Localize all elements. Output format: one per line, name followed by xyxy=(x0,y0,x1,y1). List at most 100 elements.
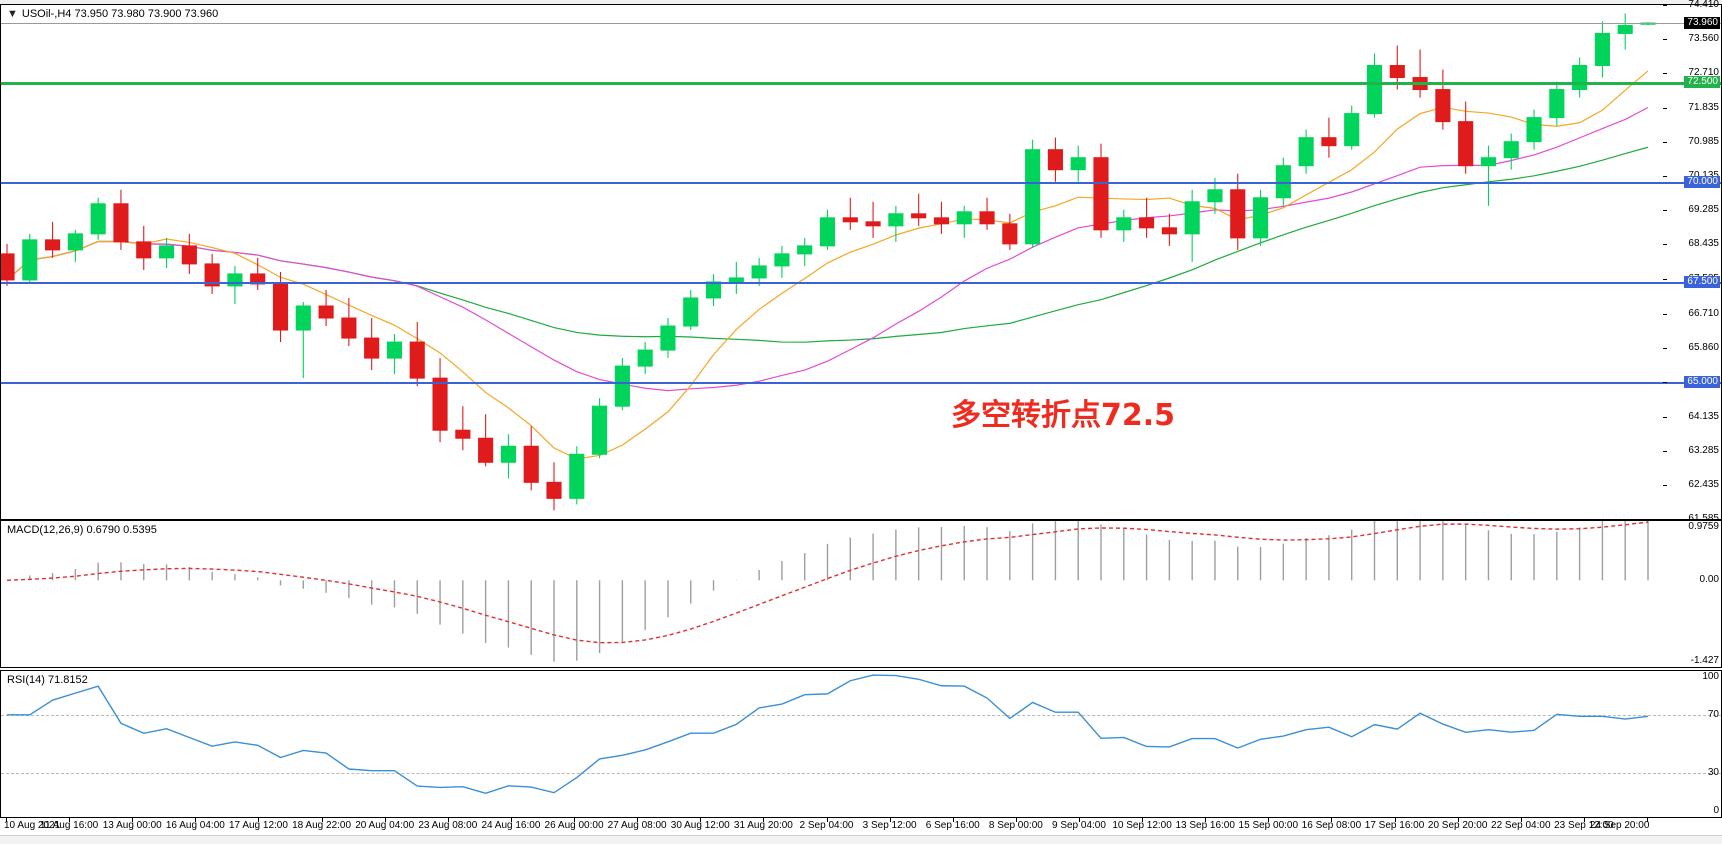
time-axis-label: 6 Sep 16:00 xyxy=(925,820,980,831)
window-bottom-bar xyxy=(0,835,1722,844)
price-tick-mark xyxy=(1663,313,1667,315)
time-axis-label: 16 Aug 04:00 xyxy=(165,820,225,831)
time-axis-label: 10 Sep 12:00 xyxy=(1112,820,1172,831)
time-axis-label: 30 Aug 12:00 xyxy=(670,820,730,831)
time-tick-mark xyxy=(258,818,260,822)
price-tick-label: 64.135 xyxy=(1688,410,1719,422)
price-level-badge[interactable]: 70.000 xyxy=(1684,175,1720,188)
time-axis-label: 23 Aug 08:00 xyxy=(418,820,478,831)
price-axis[interactable]: 74.41073.56072.71071.83570.98570.13569.2… xyxy=(1663,0,1721,524)
rsi-pane[interactable]: 100 70 30 0 RSI(14) 71.8152 xyxy=(0,670,1722,818)
price-tick-mark xyxy=(1663,278,1667,280)
time-tick-mark xyxy=(952,818,954,822)
time-axis-label: 20 Sep 20:00 xyxy=(1427,820,1488,831)
time-axis-label: 17 Sep 16:00 xyxy=(1364,820,1425,831)
price-tick-mark xyxy=(1663,5,1667,6)
time-axis-label: 13 Aug 00:00 xyxy=(102,820,162,831)
price-tick-mark xyxy=(1663,347,1667,349)
macd-label: MACD(12,26,9) 0.6790 0.5395 xyxy=(7,524,157,536)
time-tick-mark xyxy=(826,818,828,822)
price-level-line-70-000[interactable] xyxy=(1,181,1721,184)
chart-annotation: 多空转折点72.5 xyxy=(951,398,1176,433)
time-axis-label: 13 Sep 16:00 xyxy=(1175,820,1235,831)
price-level-badge[interactable]: 67.500 xyxy=(1684,275,1720,288)
time-tick-mark xyxy=(1078,818,1080,822)
price-tick-label: 62.435 xyxy=(1688,478,1719,490)
time-axis-label: 10 Aug 2021 xyxy=(4,820,61,831)
time-tick-mark xyxy=(700,818,702,822)
price-level-line-72-500[interactable] xyxy=(1,81,1721,85)
time-tick-mark xyxy=(384,818,386,822)
price-level-line-65-000[interactable] xyxy=(1,382,1721,385)
price-tick-mark xyxy=(1663,142,1667,144)
rsi-level-line-70 xyxy=(1,714,1721,716)
time-axis-label: 3 Sep 12:00 xyxy=(862,820,917,831)
symbol-header-text: USOil-,H4 73.950 73.980 73.900 73.960 xyxy=(21,8,219,20)
price-tick-label: 73.560 xyxy=(1688,33,1719,45)
time-axis-label: 24 Sep 20:00 xyxy=(1589,820,1650,831)
time-axis-label: 15 Sep 00:00 xyxy=(1238,820,1299,831)
rsi-tick-label: 30 xyxy=(1707,767,1719,779)
time-tick-mark xyxy=(1583,818,1585,822)
price-tick-label: 72.710 xyxy=(1688,67,1719,79)
time-tick-mark xyxy=(1268,818,1270,822)
price-level-badge[interactable]: 65.000 xyxy=(1684,376,1720,389)
time-axis-label: 31 Aug 20:00 xyxy=(733,820,793,831)
price-tick-label: 68.435 xyxy=(1688,238,1719,250)
rsi-tick-label: 0 xyxy=(1713,805,1719,816)
time-tick-mark xyxy=(574,818,576,822)
price-tick-label: 61.585 xyxy=(1688,513,1719,524)
price-pane[interactable]: 74.41073.56072.71071.83570.98570.13569.2… xyxy=(0,0,1722,524)
price-tick-mark xyxy=(1663,210,1667,212)
rsi-plot-area[interactable] xyxy=(1,671,1721,817)
current-price-badge[interactable]: 73.960 xyxy=(1684,17,1720,30)
price-level-badge[interactable]: 72.500 xyxy=(1684,75,1720,88)
price-tick-label: 65.860 xyxy=(1688,341,1719,353)
price-tick-mark xyxy=(1663,519,1667,520)
price-tick-label: 66.710 xyxy=(1688,307,1719,319)
price-tick-label: 63.285 xyxy=(1688,444,1719,456)
time-tick-mark xyxy=(637,818,639,822)
macd-pane[interactable]: 0.9759 0.00 -1.427 MACD(12,26,9) 0.6790 0.… xyxy=(0,520,1722,668)
macd-tick-label: 0.00 xyxy=(1699,574,1719,586)
price-tick-label: 70.985 xyxy=(1688,136,1719,148)
time-tick-mark xyxy=(1520,818,1522,822)
time-axis-label: 27 Aug 08:00 xyxy=(607,820,667,831)
price-tick-mark xyxy=(1663,39,1667,41)
time-tick-mark xyxy=(132,818,134,822)
time-tick-mark xyxy=(6,818,7,822)
price-plot-area[interactable] xyxy=(1,5,1721,519)
time-axis-label: 17 Aug 12:00 xyxy=(228,820,288,831)
collapse-arrow-icon[interactable]: ▼ xyxy=(7,8,18,20)
price-tick-mark xyxy=(1663,381,1667,383)
symbol-header: ▼ USOil-,H4 73.950 73.980 73.900 73.960 xyxy=(7,8,218,20)
time-tick-mark xyxy=(69,818,71,822)
time-tick-mark xyxy=(510,818,512,822)
price-tick-mark xyxy=(1663,244,1667,246)
price-tick-label: 71.835 xyxy=(1688,102,1719,114)
price-tick-mark xyxy=(1663,108,1667,110)
time-axis-label: 20 Aug 04:00 xyxy=(355,820,415,831)
time-axis-label: 18 Aug 22:00 xyxy=(292,820,352,831)
time-tick-mark xyxy=(195,818,197,822)
time-tick-mark xyxy=(1142,818,1144,822)
price-tick-label: 74.410 xyxy=(1688,0,1719,10)
time-tick-mark xyxy=(1015,818,1017,822)
time-tick-mark xyxy=(1457,818,1459,822)
time-tick-mark xyxy=(1647,818,1648,822)
time-tick-mark xyxy=(763,818,765,822)
time-tick-mark xyxy=(447,818,449,822)
macd-tick-label: 0.9759 xyxy=(1688,521,1719,532)
price-tick-mark xyxy=(1663,176,1667,178)
time-tick-mark xyxy=(1331,818,1333,822)
time-axis[interactable]: 10 Aug 2021 11 Aug 16:00 13 Aug 00:00 16 Au… xyxy=(0,818,1663,842)
macd-axis[interactable]: 0.9759 0.00 -1.427 xyxy=(1663,521,1721,667)
time-tick-mark xyxy=(321,818,323,822)
time-axis-label: 23 Sep 12:00 xyxy=(1554,820,1614,831)
time-axis-label: 8 Sep 00:00 xyxy=(988,820,1043,831)
macd-plot-area[interactable] xyxy=(1,521,1721,667)
time-axis-label: 16 Sep 08:00 xyxy=(1301,820,1362,831)
price-level-line-67-500[interactable] xyxy=(1,281,1721,284)
rsi-axis[interactable]: 100 70 30 0 xyxy=(1663,671,1721,817)
time-axis-label: 24 Aug 16:00 xyxy=(481,820,541,831)
